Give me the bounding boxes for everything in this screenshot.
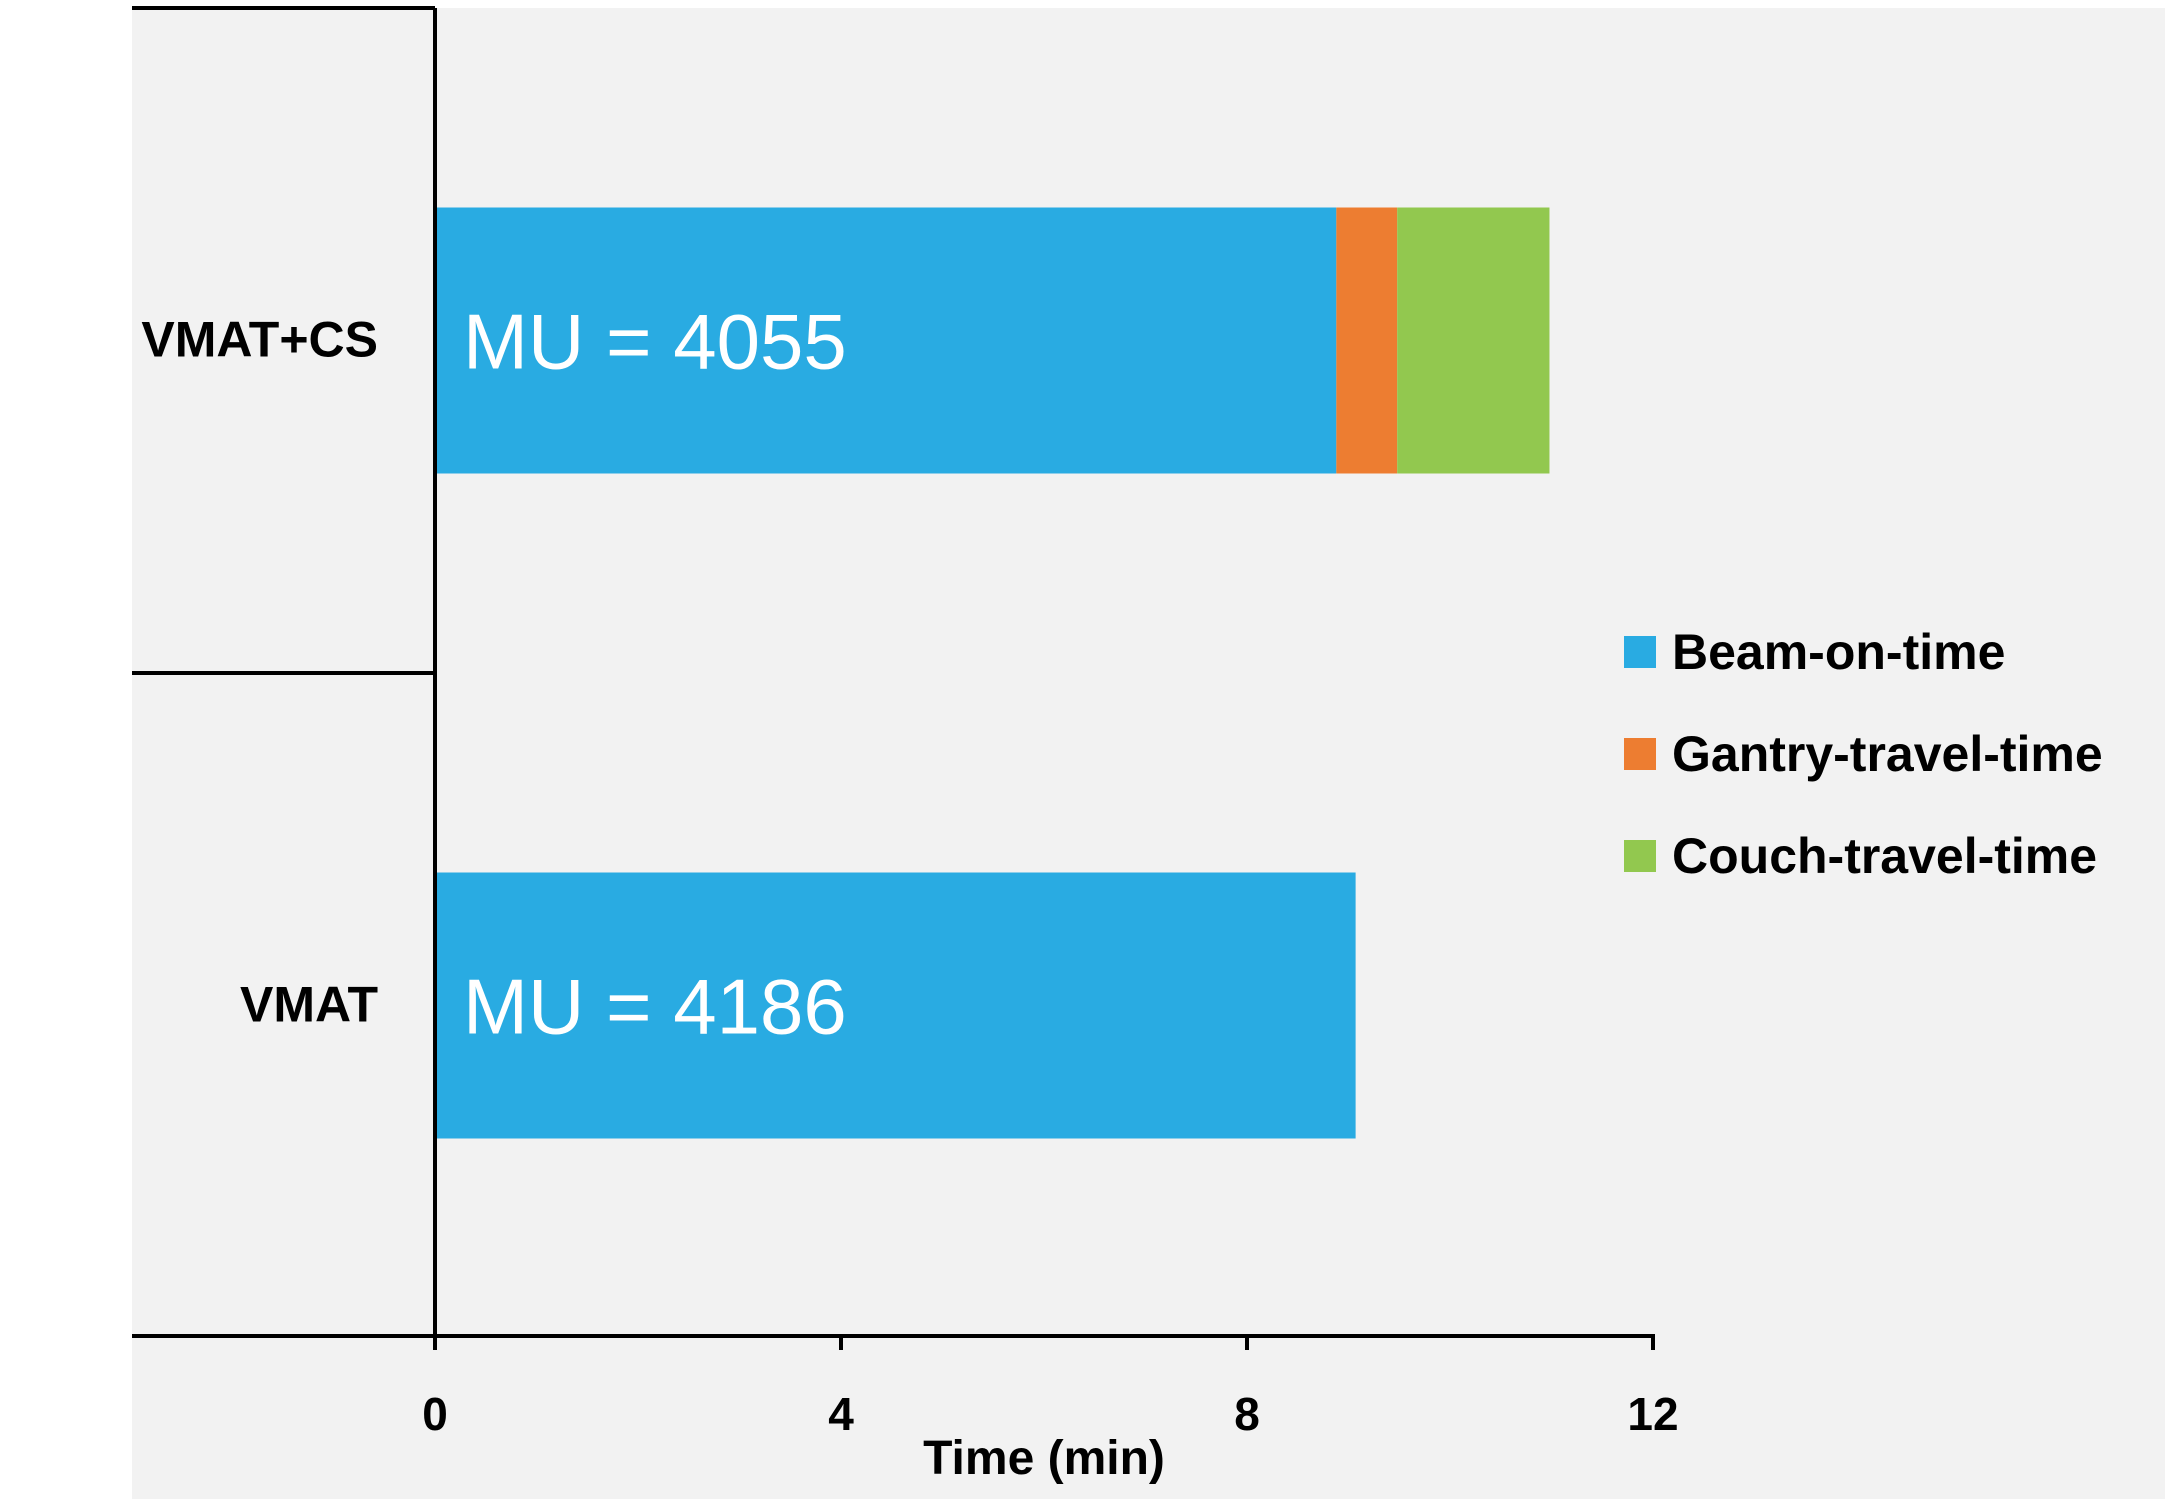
axes-layer: 0 4 8 12 Time (min) bbox=[132, 6, 1679, 1485]
legend-swatch bbox=[1624, 636, 1656, 668]
bars-layer bbox=[435, 207, 1550, 1139]
x-tick-label: 8 bbox=[1234, 1388, 1260, 1440]
x-axis-title: Time (min) bbox=[923, 1432, 1165, 1485]
bar-data-label: MU = 4055 bbox=[463, 298, 847, 386]
x-tick-label: 4 bbox=[828, 1388, 854, 1440]
legend-label: Beam-on-time bbox=[1672, 624, 2005, 680]
category-label: VMAT+CS bbox=[141, 312, 378, 368]
legend-label: Couch-travel-time bbox=[1672, 828, 2097, 884]
x-tick-label: 0 bbox=[422, 1388, 448, 1440]
bar-beam-on-time-vmat bbox=[435, 872, 1356, 1139]
legend: Beam-on-time Gantry-travel-time Couch-trav… bbox=[1624, 624, 2103, 884]
bar-beam-on-time-vmat-cs bbox=[435, 207, 1337, 474]
legend-label: Gantry-travel-time bbox=[1672, 726, 2103, 782]
x-tick-label: 12 bbox=[1627, 1388, 1678, 1440]
bar-data-label: MU = 4186 bbox=[463, 963, 847, 1051]
legend-swatch bbox=[1624, 840, 1656, 872]
bar-couch-travel-time-vmat-cs bbox=[1397, 207, 1550, 474]
labels-layer: MU = 4055 VMAT+CS MU = 4186 VMAT bbox=[141, 298, 846, 1051]
legend-swatch bbox=[1624, 738, 1656, 770]
bar-gantry-travel-time-vmat-cs bbox=[1336, 207, 1398, 474]
category-label: VMAT bbox=[240, 977, 378, 1033]
